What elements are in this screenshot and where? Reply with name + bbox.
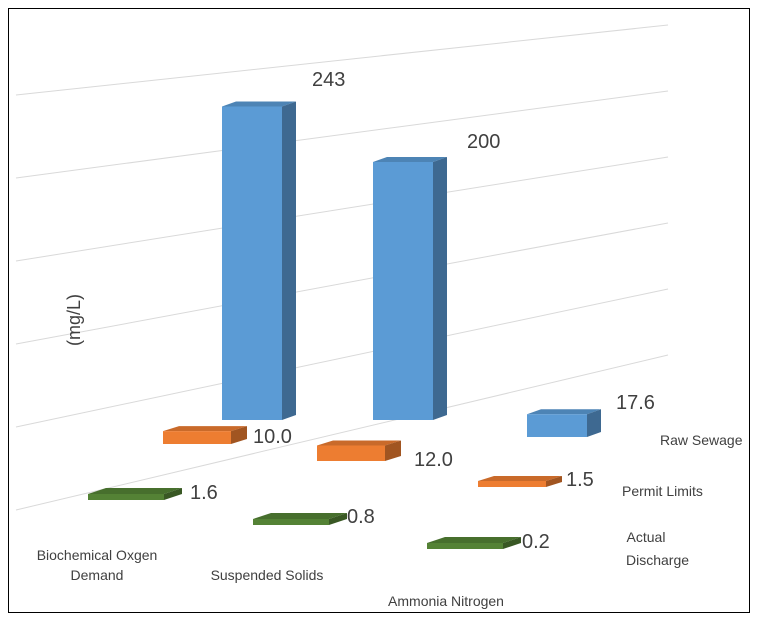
gridline bbox=[15, 156, 669, 262]
bar-front-face bbox=[527, 414, 587, 437]
bar-side-face bbox=[282, 101, 296, 420]
gridlines bbox=[15, 24, 669, 511]
svg-text:Actual: Actual bbox=[627, 529, 666, 545]
bar-front-face bbox=[373, 162, 433, 420]
bar-front-face bbox=[88, 494, 164, 500]
gridline bbox=[15, 288, 669, 428]
bar-front-face bbox=[253, 519, 329, 525]
bar-front-face bbox=[478, 481, 546, 487]
bar-actual-discharge-0 bbox=[88, 488, 182, 500]
y-axis-label: (mg/L) bbox=[64, 294, 84, 346]
data-label: 1.6 bbox=[190, 482, 218, 504]
data-label: 17.6 bbox=[616, 392, 655, 414]
bar-top-face bbox=[163, 426, 247, 432]
bar-side-face bbox=[329, 513, 347, 525]
gridline bbox=[15, 354, 669, 511]
data-label: 1.5 bbox=[566, 469, 594, 491]
bars bbox=[88, 101, 601, 549]
bar-top-face bbox=[527, 409, 601, 415]
bar-raw-sewage-1 bbox=[373, 157, 447, 420]
bar-top-face bbox=[88, 488, 182, 494]
data-label: 243 bbox=[312, 69, 345, 91]
bar-actual-discharge-2 bbox=[427, 537, 521, 549]
bar-top-face bbox=[478, 476, 562, 481]
bar-side-face bbox=[231, 426, 247, 444]
bar-permit-limits-1 bbox=[317, 440, 401, 461]
bar-side-face bbox=[587, 409, 601, 437]
category-label-suspended-solids: Suspended Solids bbox=[211, 567, 324, 583]
bar-actual-discharge-1 bbox=[253, 513, 347, 525]
svg-text:Discharge: Discharge bbox=[626, 552, 689, 568]
data-label: 0.2 bbox=[522, 531, 550, 553]
gridline bbox=[15, 90, 669, 179]
data-label: 12.0 bbox=[414, 449, 453, 471]
bar-front-face bbox=[222, 106, 282, 420]
bar-front-face bbox=[427, 543, 503, 549]
gridline bbox=[15, 222, 669, 345]
data-label: 200 bbox=[467, 131, 500, 153]
series-label-raw-sewage: Raw Sewage bbox=[660, 432, 743, 448]
category-label-bod: Biochemical Oxgen Demand bbox=[37, 547, 158, 583]
svg-text:Demand: Demand bbox=[71, 567, 124, 583]
series-label-actual-discharge: Actual Discharge bbox=[626, 529, 689, 568]
data-label: 10.0 bbox=[253, 426, 292, 448]
bar-side-face bbox=[385, 440, 401, 461]
bar-side-face bbox=[503, 537, 521, 549]
bar-top-face bbox=[317, 440, 401, 446]
bar-top-face bbox=[373, 157, 447, 162]
bar-raw-sewage-0 bbox=[222, 101, 296, 420]
bar-permit-limits-0 bbox=[163, 426, 247, 444]
gridline bbox=[15, 24, 669, 96]
svg-text:Biochemical Oxgen: Biochemical Oxgen bbox=[37, 547, 158, 563]
series-label-permit-limits: Permit Limits bbox=[622, 483, 703, 499]
bar-front-face bbox=[163, 431, 231, 444]
bar-top-face bbox=[253, 513, 347, 519]
bar-permit-limits-2 bbox=[478, 476, 562, 487]
bar-top-face bbox=[427, 537, 521, 543]
bar-side-face bbox=[164, 488, 182, 500]
data-label: 0.8 bbox=[347, 506, 375, 528]
bar-raw-sewage-2 bbox=[527, 409, 601, 437]
bar-side-face bbox=[433, 157, 447, 420]
bar-side-face bbox=[546, 476, 562, 487]
category-label-ammonia-nitrogen: Ammonia Nitrogen bbox=[388, 593, 504, 609]
bar-front-face bbox=[317, 445, 385, 461]
bar-top-face bbox=[222, 101, 296, 107]
